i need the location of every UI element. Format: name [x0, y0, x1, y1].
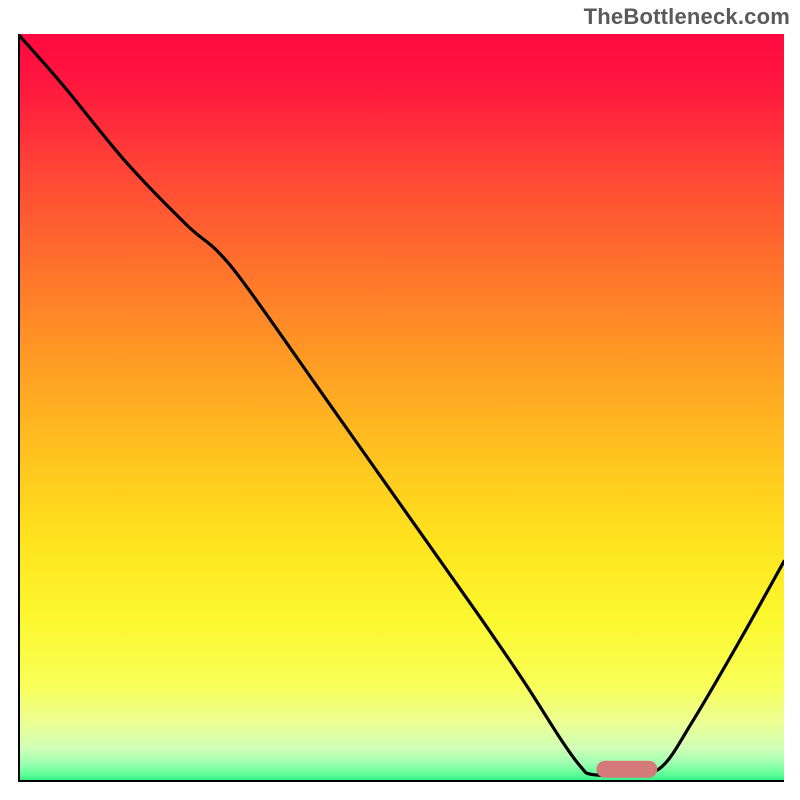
chart-container: TheBottleneck.com	[0, 0, 800, 800]
axes	[18, 34, 784, 782]
watermark-text: TheBottleneck.com	[584, 4, 790, 30]
plot-area	[18, 34, 784, 782]
